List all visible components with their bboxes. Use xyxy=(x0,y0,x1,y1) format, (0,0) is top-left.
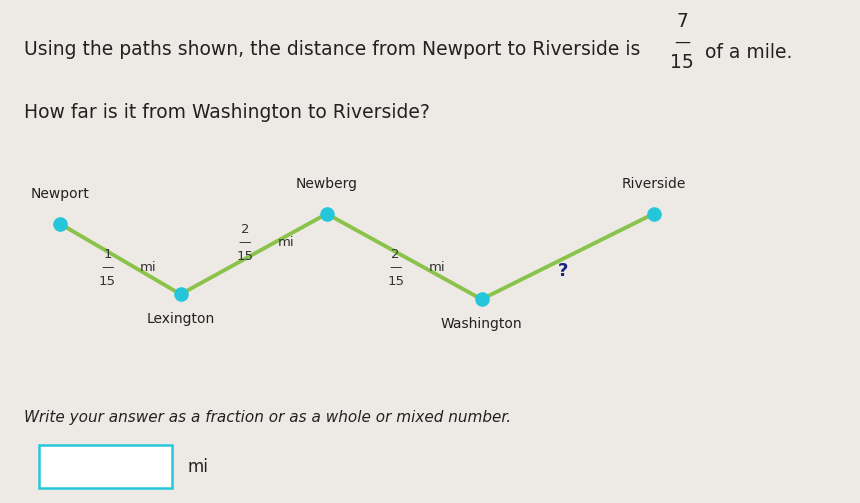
Text: 1: 1 xyxy=(103,248,112,261)
Text: —: — xyxy=(390,261,402,274)
Text: mi: mi xyxy=(428,261,445,274)
Point xyxy=(475,295,488,303)
Text: mi: mi xyxy=(187,458,208,475)
Text: mi: mi xyxy=(278,236,294,249)
Text: 15: 15 xyxy=(387,275,404,288)
Text: 2: 2 xyxy=(391,248,400,261)
Text: Using the paths shown, the distance from Newport to Riverside is: Using the paths shown, the distance from… xyxy=(24,40,641,59)
Point xyxy=(53,220,67,228)
Text: Newport: Newport xyxy=(31,187,89,201)
Text: 15: 15 xyxy=(670,53,694,72)
Text: Write your answer as a fraction or as a whole or mixed number.: Write your answer as a fraction or as a … xyxy=(24,410,511,425)
Text: Washington: Washington xyxy=(441,317,522,331)
Text: of a mile.: of a mile. xyxy=(705,43,793,62)
Text: How far is it from Washington to Riverside?: How far is it from Washington to Riversi… xyxy=(24,103,430,122)
FancyBboxPatch shape xyxy=(39,445,172,488)
Text: Newberg: Newberg xyxy=(296,177,358,191)
Text: 15: 15 xyxy=(99,275,116,288)
Point xyxy=(320,210,334,218)
Point xyxy=(174,290,187,298)
Text: 15: 15 xyxy=(237,250,254,263)
Point xyxy=(647,210,660,218)
Text: Riverside: Riverside xyxy=(622,177,685,191)
Text: mi: mi xyxy=(140,261,157,274)
Text: 2: 2 xyxy=(241,223,249,236)
Text: 7: 7 xyxy=(676,12,688,31)
Text: —: — xyxy=(239,236,251,249)
Text: —: — xyxy=(101,261,114,274)
Text: Lexington: Lexington xyxy=(146,312,215,326)
Text: ?: ? xyxy=(558,262,568,280)
Text: —: — xyxy=(674,35,690,50)
